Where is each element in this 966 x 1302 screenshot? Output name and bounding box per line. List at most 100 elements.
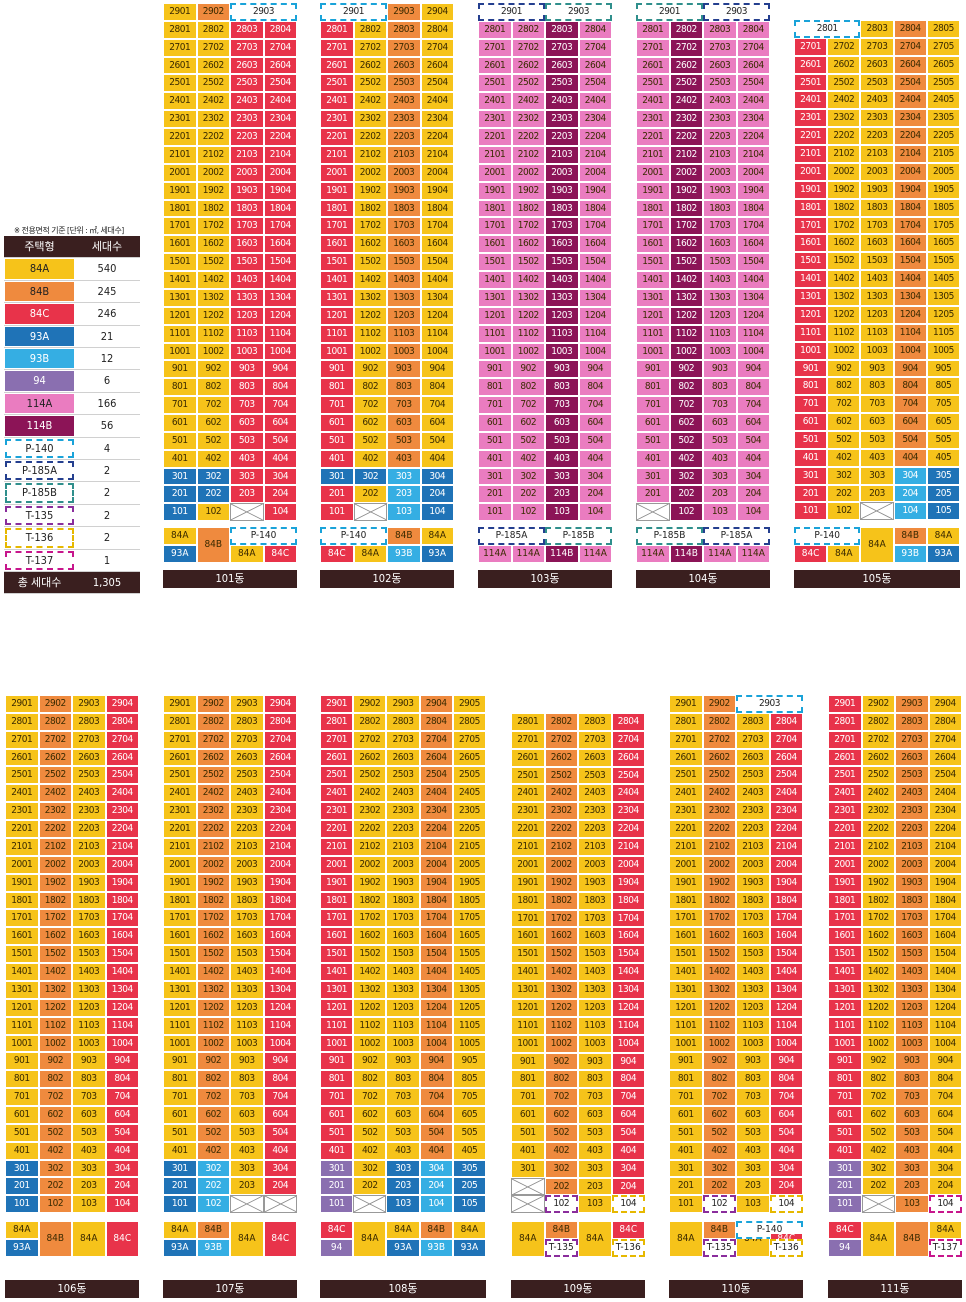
unit-cell: 2203 (860, 127, 894, 146)
unit-cell: 2505 (452, 766, 486, 785)
unit-cell: 204 (893, 484, 927, 503)
unit-cell: 1801 (163, 199, 197, 218)
unit-cell: 501 (636, 431, 670, 450)
unit-cell: 301 (478, 467, 512, 486)
type-block-84A: 84A (860, 527, 894, 563)
unit-cell: 1501 (828, 945, 862, 964)
legend-row: 84C 246 (4, 303, 140, 326)
unit-cell: 1401 (669, 963, 703, 981)
unit-cell: 504 (769, 1123, 803, 1142)
unit-cell: 1004 (263, 342, 297, 361)
unit-cell: 1404 (611, 963, 645, 982)
unit-cell: 302 (196, 1159, 230, 1178)
unit-cell: 1304 (105, 980, 139, 999)
unit-cell: 2103 (703, 145, 737, 164)
unit-cell: 1304 (420, 288, 454, 307)
unit-cell: 1802 (702, 891, 736, 910)
unit-cell: 1301 (828, 980, 862, 999)
unit-cell: 402 (702, 1141, 736, 1160)
unit-cell: 2804 (419, 712, 453, 731)
unit-cell: 203 (545, 485, 579, 504)
unit-cell: 2804 (263, 712, 297, 731)
unit-cell: 2301 (320, 802, 354, 821)
unit-cell: 1905 (926, 180, 960, 199)
type-block-84C: 84C (105, 1221, 139, 1257)
unit-cell: 502 (196, 431, 230, 450)
unit-cell: 2801 (669, 712, 703, 731)
unit-cell: 1801 (794, 198, 828, 217)
unit-cell: 1601 (636, 235, 670, 254)
unit-cell: 2702 (827, 37, 861, 56)
unit-cell: 204 (928, 1177, 962, 1196)
unit-cell: 1901 (636, 181, 670, 200)
unit-cell: 2204 (420, 128, 454, 146)
unit-cell: 1203 (860, 305, 894, 324)
unit-cell: 903 (578, 1052, 612, 1071)
unit-cell: 2201 (511, 820, 545, 839)
unit-cell: 303 (230, 467, 264, 486)
type-block-P-185B: P-185B (545, 527, 612, 545)
unit-cell: 1501 (794, 252, 828, 271)
unit-cell: 2103 (545, 145, 579, 164)
unit-cell: 2402 (353, 92, 387, 111)
building-label: 108동 (320, 1280, 486, 1298)
unit-cell: 2202 (353, 128, 387, 146)
unit-cell: 1102 (38, 1016, 72, 1035)
unit-cell: 2002 (861, 855, 895, 874)
unit-cell: 2404 (420, 92, 454, 111)
unit-cell: 1003 (703, 342, 737, 361)
unit-cell: 1902 (511, 181, 545, 200)
unit-cell: 1102 (669, 324, 703, 343)
unit-cell: 1502 (196, 253, 230, 272)
unit-cell: 502 (669, 431, 703, 450)
unit-cell: 2502 (196, 766, 230, 785)
unit-cell: 1504 (420, 253, 454, 272)
unit-cell: 2702 (511, 38, 545, 57)
legend-total: 총 세대수 1,305 (4, 572, 140, 595)
type-block-T-136: T-136 (611, 1239, 645, 1257)
unit-cell: 704 (263, 1088, 297, 1106)
unit-cell: 2901 (636, 3, 703, 21)
unit-cell: 2204 (611, 820, 645, 839)
unit-cell: 804 (611, 1070, 645, 1089)
no-unit-cell (511, 1177, 545, 1196)
unit-cell: 601 (636, 414, 670, 432)
unit-cell: 1104 (419, 1016, 453, 1035)
unit-cell: 303 (545, 467, 579, 486)
unit-cell: 303 (387, 467, 421, 486)
unit-cell: 1203 (230, 306, 264, 325)
unit-cell: 2305 (926, 109, 960, 128)
unit-cell: 1102 (544, 1016, 578, 1035)
unit-cell: 2403 (72, 784, 106, 803)
unit-cell: 2801 (163, 712, 197, 731)
unit-cell: 101 (320, 1195, 354, 1214)
unit-cell: 702 (196, 396, 230, 414)
unit-cell: 402 (196, 1141, 230, 1160)
unit-cell: 2603 (72, 748, 106, 767)
unit-cell: 1603 (736, 927, 770, 946)
unit-cell: 201 (636, 485, 670, 504)
unit-cell: 502 (702, 1123, 736, 1142)
unit-cell: 1203 (387, 306, 421, 325)
unit-cell: 1105 (926, 323, 960, 342)
unit-cell: 402 (38, 1141, 72, 1160)
unit-cell: 801 (636, 378, 670, 397)
unit-cell: 1602 (861, 927, 895, 946)
unit-cell: 2801 (478, 20, 512, 39)
type-block-84A: 84A (926, 527, 960, 545)
unit-cell: 1603 (386, 927, 420, 946)
unit-cell: 1502 (196, 945, 230, 964)
unit-cell: 604 (928, 1106, 962, 1124)
unit-cell: 2602 (196, 56, 230, 75)
unit-cell: 303 (578, 1159, 612, 1178)
unit-cell: 2501 (320, 74, 354, 93)
unit-cell: 2901 (828, 695, 862, 713)
unit-cell: 303 (895, 1159, 929, 1178)
type-block-93A: 93A (926, 545, 960, 563)
unit-cell: 1501 (5, 945, 39, 964)
unit-cell: 2303 (387, 110, 421, 129)
unit-cell: 502 (511, 431, 545, 450)
unit-cell: 1401 (320, 271, 354, 289)
legend-count: 6 (103, 374, 111, 388)
unit-cell: 703 (578, 1088, 612, 1107)
